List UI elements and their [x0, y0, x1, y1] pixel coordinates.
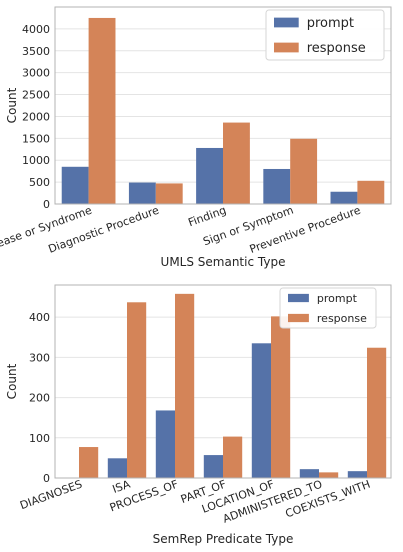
x-tick-label: ISA — [111, 477, 133, 496]
bar-response — [290, 138, 318, 204]
legend: prompt response — [265, 9, 385, 61]
bar-prompt — [299, 469, 319, 478]
x-axis-label: UMLS Semantic Type — [161, 255, 286, 269]
y-tick-label: 3000 — [22, 67, 50, 80]
plot-frame — [54, 6, 392, 205]
y-tick-label: 3500 — [22, 45, 50, 58]
bar-response — [223, 122, 250, 204]
bar-response — [127, 302, 147, 478]
y-tick-label: 1000 — [22, 154, 50, 167]
x-tick-label: Finding — [186, 204, 228, 230]
bar-response — [271, 316, 291, 478]
y-tick-label: 2500 — [22, 89, 50, 102]
legend-label-prompt: prompt — [307, 16, 354, 31]
bar-response — [223, 436, 243, 478]
bar-prompt — [196, 147, 223, 204]
legend-label-prompt: prompt — [317, 292, 358, 305]
y-axis-label: Count — [5, 87, 19, 123]
legend-swatch-response — [288, 313, 309, 323]
bar-prompt — [61, 166, 89, 204]
x-tick-label: Preventive Procedure — [248, 204, 363, 256]
legend-swatch-response — [274, 42, 299, 53]
y-tick-label: 300 — [29, 351, 50, 364]
y-tick-label: 0 — [43, 472, 50, 485]
bar-prompt — [203, 455, 223, 478]
y-axis-label: Count — [5, 363, 19, 399]
bar-prompt — [263, 168, 291, 204]
bar-prompt — [251, 343, 271, 478]
bar-prompt — [155, 410, 175, 478]
y-tick-label: 200 — [29, 392, 50, 405]
bar-prompt — [330, 191, 358, 204]
bar-response — [175, 293, 195, 478]
plot-frame — [54, 284, 392, 479]
bar-response — [319, 472, 339, 478]
y-tick-label: 0 — [43, 198, 50, 211]
y-tick-label: 1500 — [22, 132, 50, 145]
bar-response — [357, 180, 385, 204]
bar-prompt — [128, 182, 156, 204]
y-tick-label: 100 — [29, 432, 50, 445]
x-tick-label: Diagnostic Procedure — [47, 204, 161, 256]
bar-response — [88, 17, 116, 205]
legend-label-response: response — [317, 312, 367, 325]
legend-label-response: response — [307, 41, 366, 56]
bar-response — [155, 183, 183, 204]
x-axis-label: SemRep Predicate Type — [153, 532, 294, 546]
y-tick-label: 2000 — [22, 110, 50, 123]
legend-swatch-prompt — [288, 293, 309, 303]
bar-response — [79, 447, 99, 478]
bar-response — [367, 347, 387, 478]
chart-1: 0 500 1000 1500 2000 2500 3000 3500 4000 Disease … — [0, 6, 392, 269]
y-tick-label: 4000 — [22, 23, 50, 36]
x-tick-label: DIAGNOSES — [18, 478, 84, 513]
legend-swatch-prompt — [274, 17, 299, 28]
legend: prompt response — [279, 287, 377, 329]
bar-prompt — [107, 458, 127, 478]
y-tick-label: 500 — [29, 176, 50, 189]
y-tick-label: 400 — [29, 311, 50, 324]
x-tick-label: Disease or Syndrome — [0, 204, 94, 256]
bar-prompt — [347, 471, 367, 478]
